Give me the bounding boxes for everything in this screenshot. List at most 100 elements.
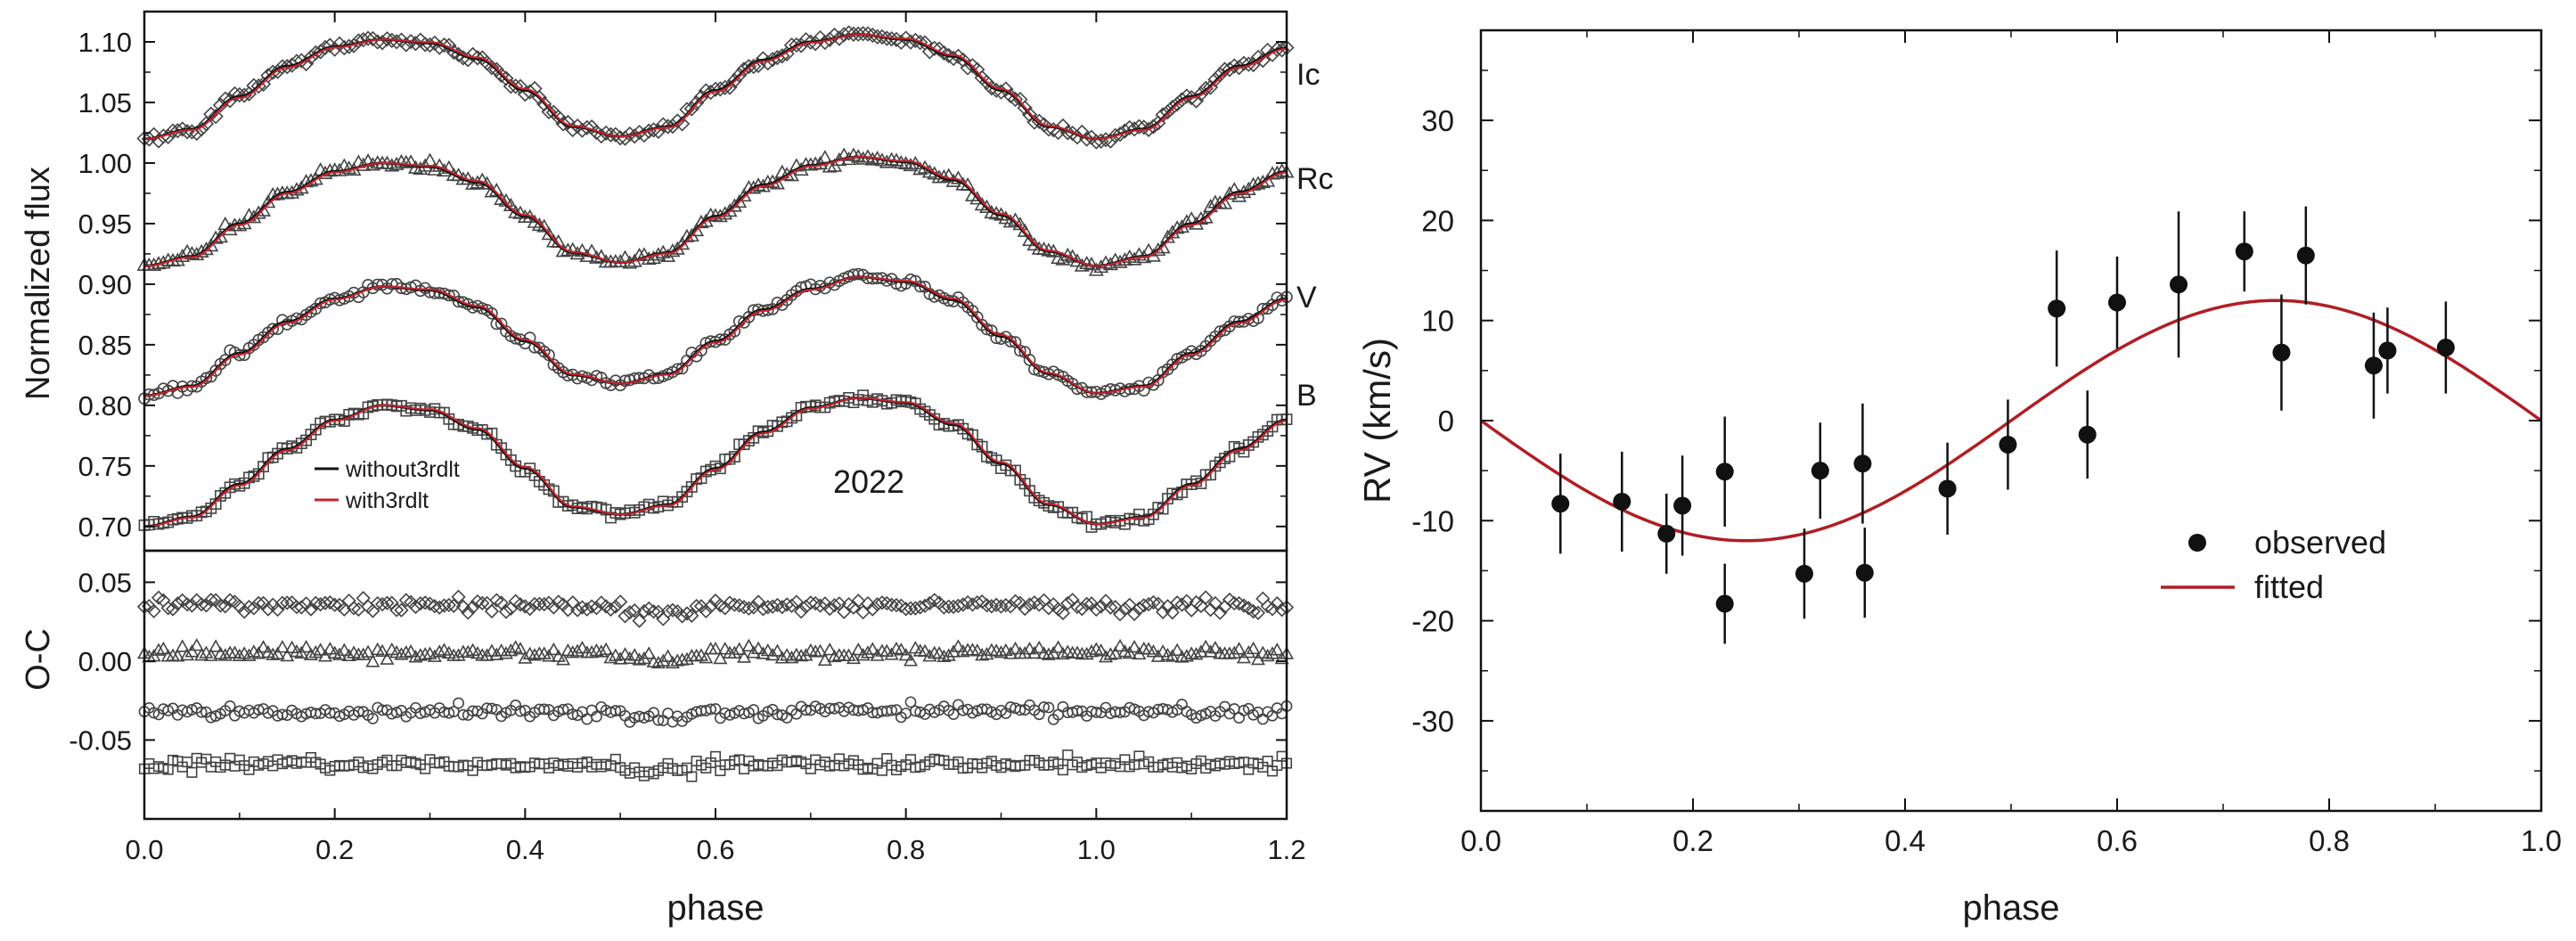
oc-point-v (514, 705, 527, 717)
lc-ytick-label: 1.10 (78, 27, 132, 58)
lc-point-rc (574, 242, 590, 258)
rv-y-ticks: -30 -20 -10 0 10 20 30 (1411, 70, 2541, 772)
oc-point-v (376, 704, 388, 716)
rv-observed-point (1715, 462, 1734, 481)
lc-point-ic (1179, 88, 1195, 104)
oc-point-ic (746, 600, 761, 615)
oc-point-rc (375, 643, 390, 658)
lc-model-without3rdlt (143, 397, 1288, 528)
oc-point-rc (570, 643, 585, 657)
rv-observed-point (2378, 341, 2397, 360)
rv-ytick-label: 20 (1421, 204, 1454, 237)
oc-point-ic (646, 604, 661, 619)
lc-point-v (543, 348, 555, 362)
oc-point-ic (727, 597, 742, 612)
lc-point-v (1214, 325, 1227, 338)
oc-point-rc (632, 652, 647, 666)
oc-point-v (705, 703, 717, 716)
oc-point-ic (813, 598, 828, 613)
oc-point-ic (217, 599, 233, 614)
rv-xlabel: phase (1963, 888, 2060, 928)
oc-point-ic (1174, 597, 1190, 612)
oc-point-rc (585, 645, 600, 659)
rv-xtick-label: 1.0 (2521, 824, 2562, 857)
rv-fit-curve (1479, 299, 2543, 543)
lc-point-ic (1017, 100, 1033, 116)
oc-point-v (1195, 709, 1207, 722)
oc-point-ic (536, 596, 552, 612)
oc-point-rc (1179, 649, 1194, 662)
oc-xtick-label: 0.2 (315, 834, 354, 865)
oc-point-rc (746, 645, 761, 659)
rv-observed-point (2364, 356, 2383, 375)
oc-point-rc (1170, 642, 1185, 656)
oc-point-ic (851, 593, 866, 609)
rv-observed-point (2078, 425, 2097, 444)
oc-point-rc (217, 648, 233, 661)
oc-point-rc (461, 644, 476, 659)
oc-point-rc (994, 645, 1009, 659)
oc-point-ic (1227, 595, 1242, 611)
lc-point-ic (1055, 118, 1071, 135)
oc-point-ic (308, 595, 323, 610)
oc-point-rc (1189, 647, 1204, 660)
oc-point-ic (603, 601, 618, 618)
oc-point-rc (860, 645, 875, 659)
lc-point-ic (860, 26, 876, 42)
lc-ytick-label: 0.90 (78, 269, 132, 300)
oc-point-rc (679, 651, 694, 666)
oc-point-ic (1089, 601, 1104, 618)
oc-point-rc (1018, 645, 1033, 659)
lc-point-ic (1021, 107, 1038, 123)
oc-point-rc (398, 645, 413, 659)
lc-point-ic (579, 119, 595, 135)
oc-point-ic (213, 598, 228, 613)
oc-point-v (366, 712, 379, 724)
oc-series-rc (136, 638, 1295, 669)
lc-point-ic (683, 101, 699, 117)
oc-point-rc (717, 642, 732, 655)
oc-point-rc (617, 647, 633, 660)
oc-point-ic (789, 594, 804, 610)
lc-point-v (443, 289, 455, 302)
oc-point-ic (470, 593, 486, 610)
rv-observed-point (1715, 594, 1734, 613)
oc-point-ic (1103, 600, 1118, 615)
oc-point-ic (1165, 605, 1180, 620)
oc-point-ic (1032, 597, 1047, 612)
oc-point-rc (851, 642, 866, 656)
oc-point-ic (527, 596, 543, 612)
oc-point-ic (732, 598, 747, 613)
lc-point-ic (1074, 124, 1090, 141)
oc-point-v (724, 708, 736, 721)
oc-point-ic (699, 603, 714, 619)
oc-point-rc (656, 653, 671, 667)
oc-point-v (390, 707, 403, 718)
lc-point-rc (203, 238, 219, 252)
rv-observed-point (2296, 246, 2315, 265)
oc-point-ic (865, 601, 880, 617)
oc-point-rc (294, 645, 309, 659)
oc-point-rc (284, 640, 299, 654)
rv-legend: observed fitted (2161, 524, 2386, 605)
lc-legend-label-with: with3rdlt (345, 488, 429, 513)
lc-point-rc (903, 157, 919, 172)
oc-point-v (453, 697, 464, 709)
oc-point-rc (337, 642, 352, 656)
rv-observed-point (2108, 293, 2126, 312)
oc-point-ic (512, 597, 528, 612)
oc-point-ic (484, 603, 500, 619)
oc-point-rc (765, 647, 781, 661)
oc-point-rc (184, 644, 200, 658)
oc-point-rc (732, 642, 747, 655)
oc-point-ic (446, 598, 462, 614)
oc-point-v (1090, 706, 1102, 718)
lc-legend: without3rdlt with3rdlt (315, 457, 460, 513)
lc-point-ic (722, 79, 738, 95)
oc-point-v (591, 710, 602, 723)
oc-point-v (205, 711, 217, 724)
oc-point-rc (303, 647, 318, 660)
oc-point-rc (1165, 649, 1180, 662)
oc-point-ic (879, 595, 895, 611)
oc-point-rc (760, 642, 775, 657)
